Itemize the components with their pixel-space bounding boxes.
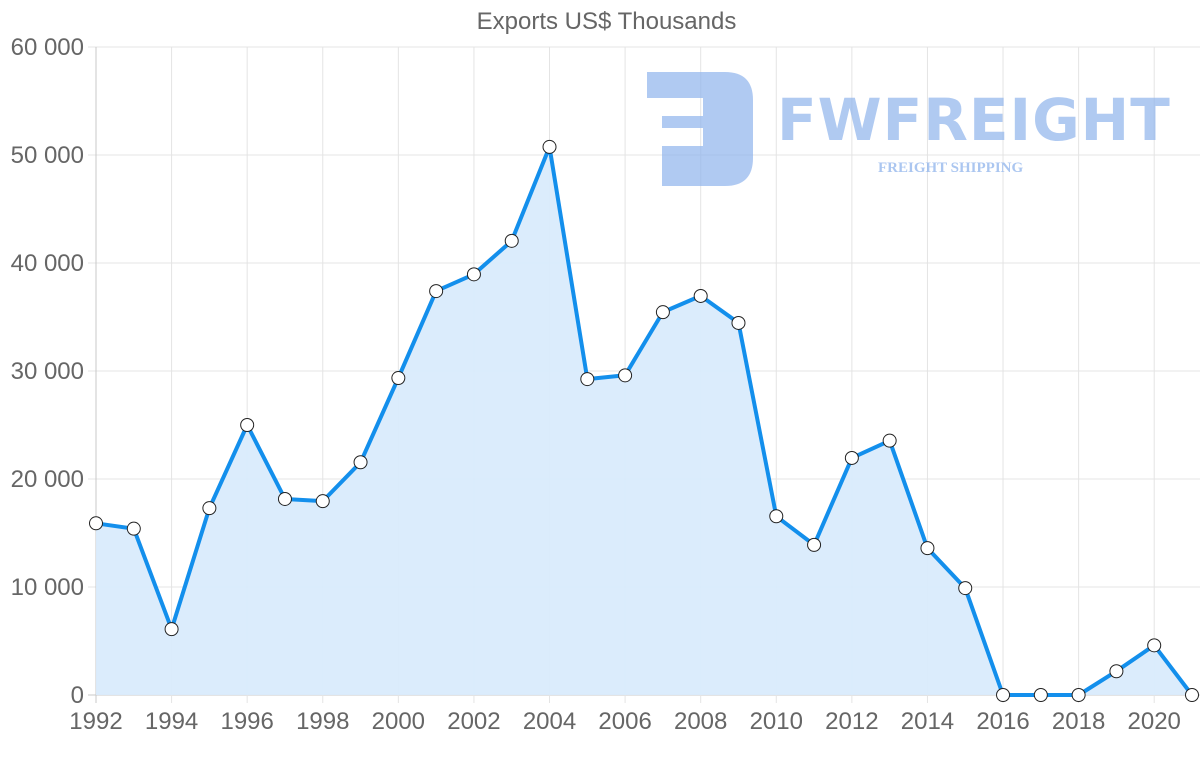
data-point[interactable] xyxy=(731,315,746,330)
data-point[interactable] xyxy=(1033,688,1048,702)
data-point[interactable] xyxy=(580,372,595,387)
data-point[interactable] xyxy=(315,494,330,509)
x-tick-label: 2014 xyxy=(901,708,954,735)
x-tick-label: 2006 xyxy=(598,708,651,735)
data-point[interactable] xyxy=(1109,664,1124,679)
data-point[interactable] xyxy=(1071,688,1086,702)
data-point[interactable] xyxy=(996,688,1011,702)
data-point[interactable] xyxy=(1147,638,1162,653)
x-tick-label: 1992 xyxy=(69,708,122,735)
x-axis: 1992 1994 1996 1998 2000 2002 2004 2006 2008 2010… xyxy=(69,708,1181,735)
data-point[interactable] xyxy=(882,433,897,448)
x-tick-label: 1998 xyxy=(296,708,349,735)
y-tick-label: 50 000 xyxy=(11,142,84,169)
y-tick-label: 20 000 xyxy=(11,466,84,493)
data-point[interactable] xyxy=(693,288,708,303)
data-point[interactable] xyxy=(958,581,973,596)
data-point[interactable] xyxy=(277,491,292,506)
data-point[interactable] xyxy=(920,541,935,556)
x-tick-label: 2000 xyxy=(372,708,425,735)
data-point[interactable] xyxy=(391,371,406,386)
data-point[interactable] xyxy=(240,418,255,432)
x-tick-label: 2012 xyxy=(825,708,878,735)
y-tick-label: 30 000 xyxy=(11,358,84,385)
area-fill xyxy=(96,146,1192,695)
data-point[interactable] xyxy=(466,267,481,282)
y-tick-label: 10 000 xyxy=(11,574,84,601)
data-point[interactable] xyxy=(504,233,519,248)
data-point[interactable] xyxy=(769,509,784,524)
x-tick-label: 2018 xyxy=(1052,708,1105,735)
x-tick-label: 2008 xyxy=(674,708,727,735)
data-point[interactable] xyxy=(353,455,368,470)
x-tick-label: 1994 xyxy=(145,708,198,735)
data-point[interactable] xyxy=(655,305,670,320)
data-point[interactable] xyxy=(202,501,217,516)
chart-title: Exports US$ Thousands xyxy=(476,8,737,35)
data-point[interactable] xyxy=(429,284,444,299)
x-tick-label: 1996 xyxy=(220,708,273,735)
data-points xyxy=(89,139,1199,702)
data-point[interactable] xyxy=(618,368,633,383)
data-point[interactable] xyxy=(1185,688,1199,702)
x-tick-label: 2020 xyxy=(1128,708,1181,735)
x-tick-label: 2010 xyxy=(750,708,803,735)
data-point[interactable] xyxy=(542,139,557,154)
x-tick-label: 2004 xyxy=(523,708,576,735)
x-tick-label: 2002 xyxy=(447,708,500,735)
data-point[interactable] xyxy=(126,521,141,536)
data-point[interactable] xyxy=(844,450,859,465)
data-point[interactable] xyxy=(89,516,103,531)
y-tick-label: 60 000 xyxy=(11,34,84,61)
y-tick-label: 40 000 xyxy=(11,250,84,277)
data-point[interactable] xyxy=(164,622,179,637)
y-axis: 0 10 000 20 000 30 000 40 000 50 000 60 000 xyxy=(11,34,84,709)
x-tick-label: 2016 xyxy=(976,708,1029,735)
data-point[interactable] xyxy=(807,537,822,552)
y-tick-label: 0 xyxy=(71,682,84,709)
